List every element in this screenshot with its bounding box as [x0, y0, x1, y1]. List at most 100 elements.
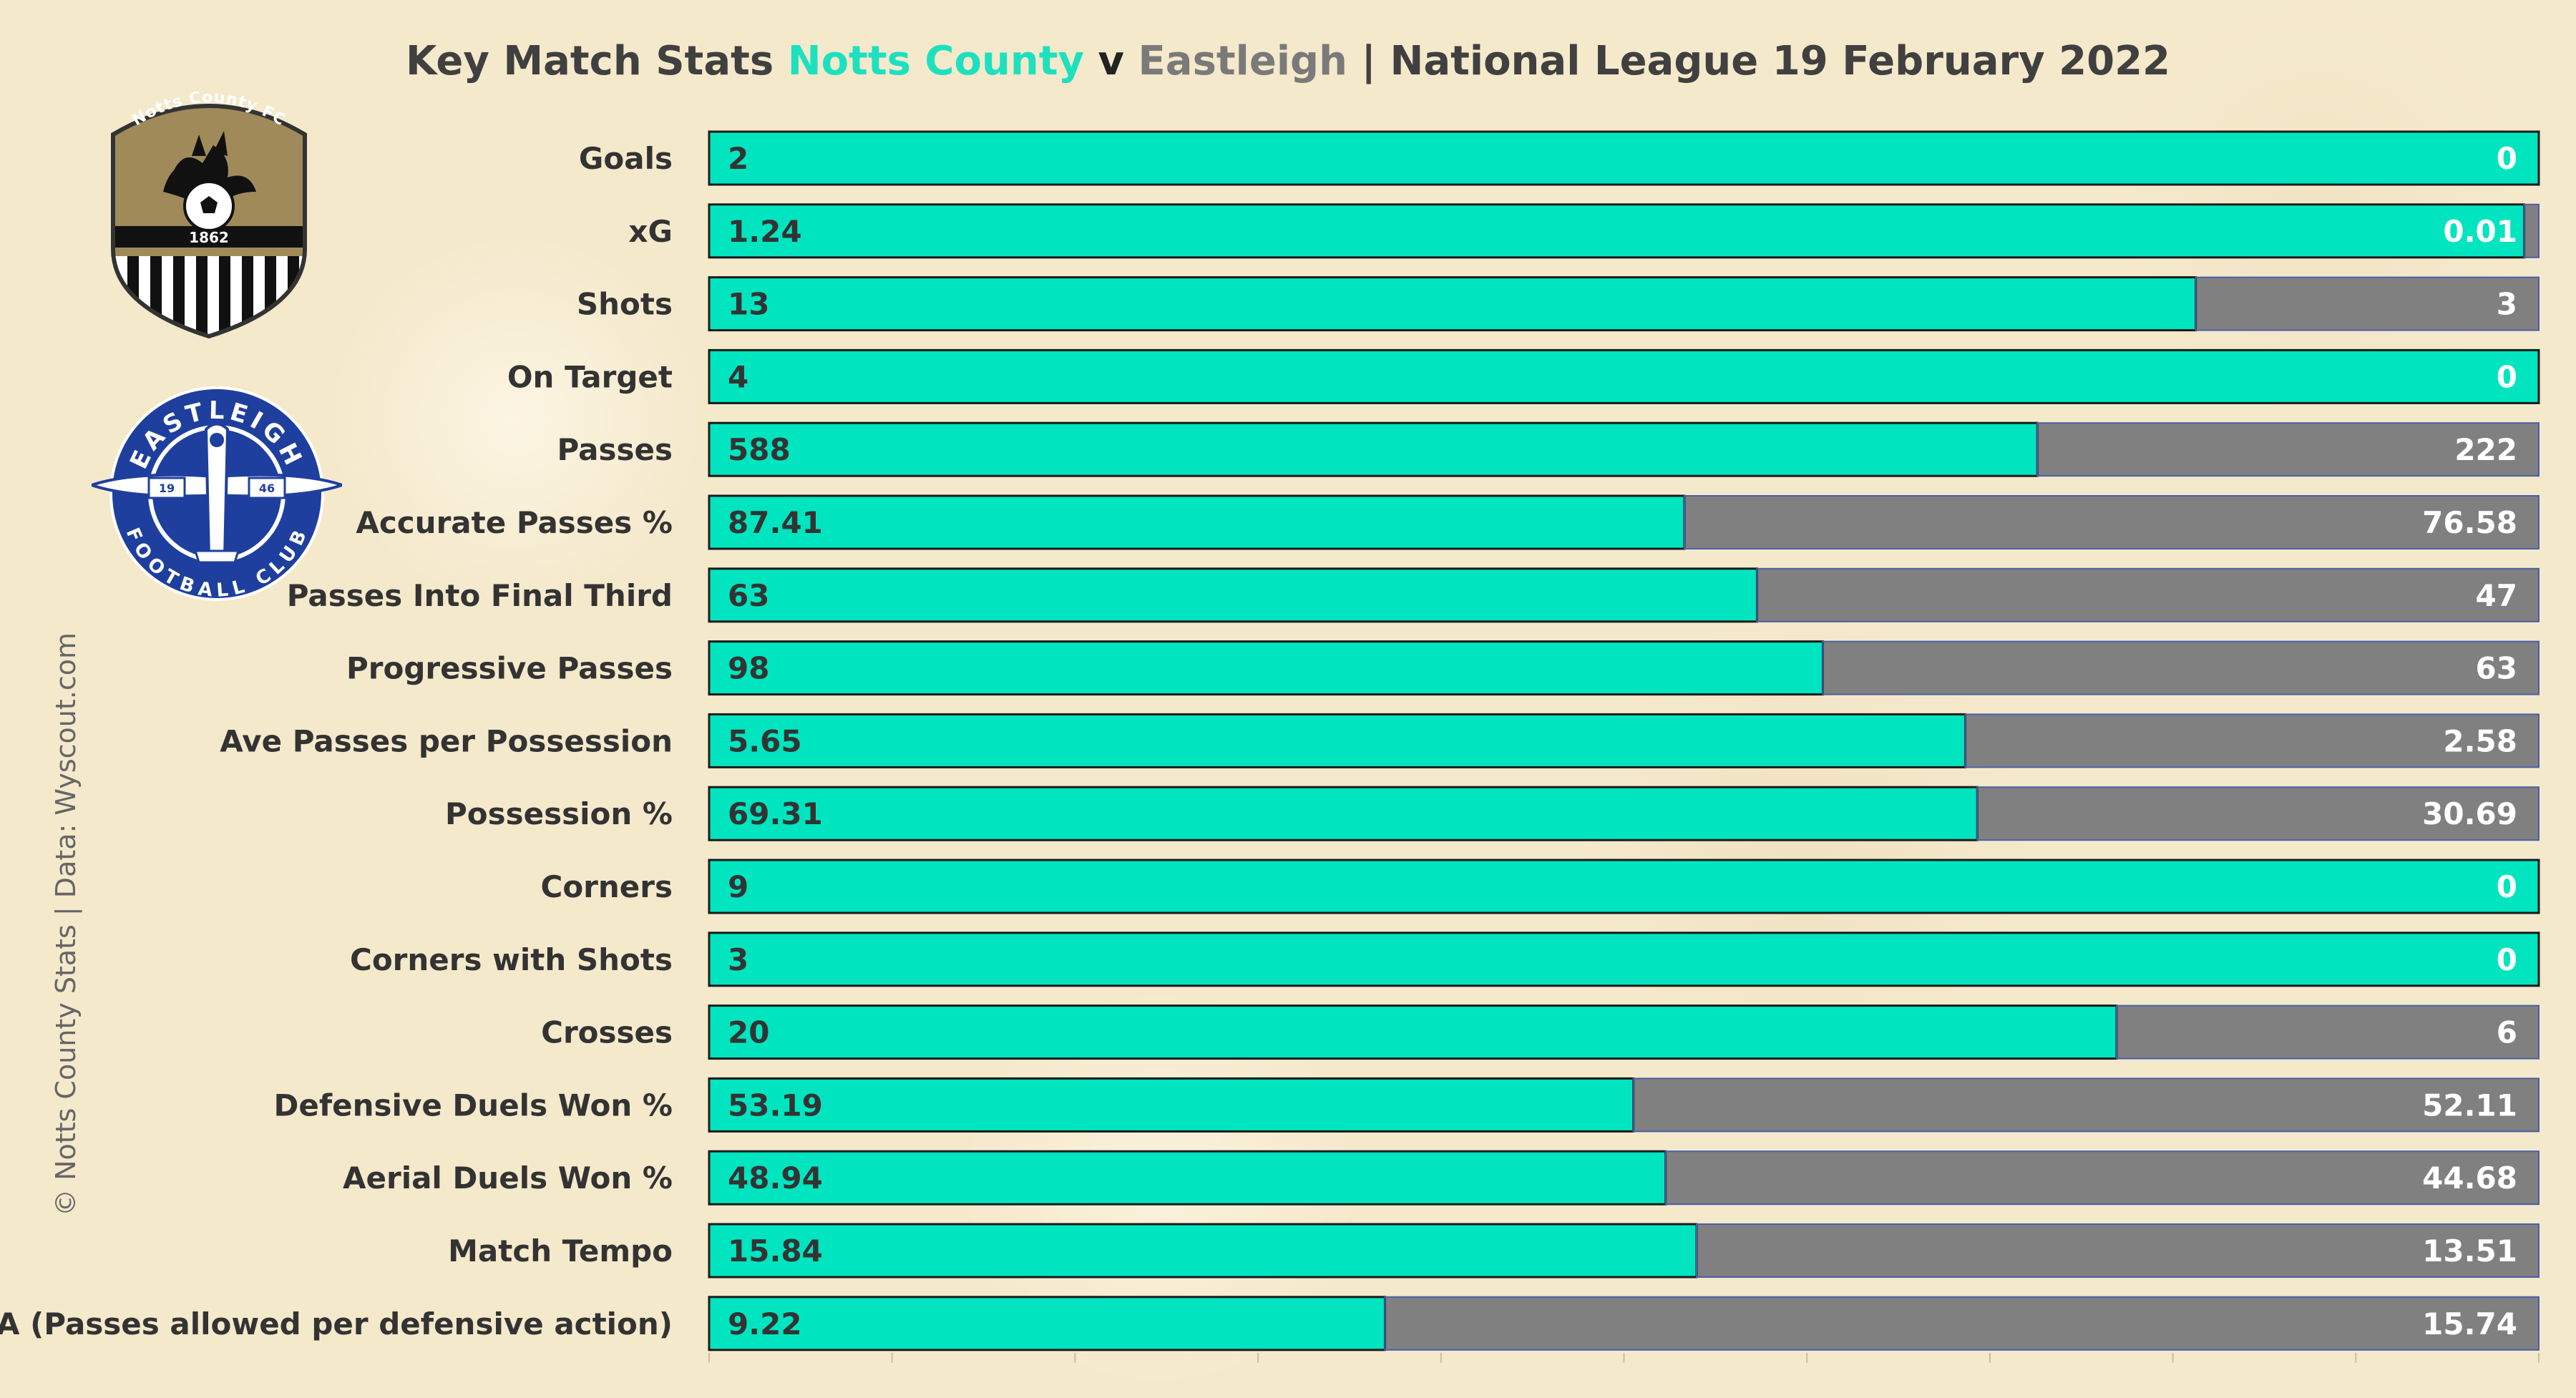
away-value-corners-with-shots: 0 — [2497, 942, 2517, 977]
category-label-crosses: Crosses — [541, 1015, 673, 1050]
bar-home-passes-into-final-third — [709, 568, 1757, 622]
home-value-passes: 588 — [728, 432, 791, 467]
bar-home-corners — [709, 860, 2539, 913]
bar-home-on-target — [709, 350, 2539, 404]
bar-away-crosses — [2116, 1005, 2539, 1059]
eastleigh-year-left: 19 — [159, 482, 175, 495]
bar-outline-corners — [708, 859, 2540, 914]
bar-away-ave-passes-per-possession — [1965, 714, 2539, 768]
category-label-on-target: On Target — [507, 359, 673, 394]
title-vs: v — [1098, 38, 1125, 84]
away-value-ave-passes-per-possession: 2.58 — [2443, 723, 2517, 758]
home-value-match-tempo: 15.84 — [728, 1233, 823, 1269]
category-label-corners: Corners — [541, 869, 673, 904]
home-value-ppda-passes-allowed-per-defensive-action: 9.22 — [728, 1306, 802, 1341]
bar-away-outline-xg — [2523, 203, 2540, 258]
title-suffix: | National League 19 February 2022 — [1361, 38, 2171, 84]
bar-away-possession — [1977, 787, 2539, 841]
bar-outline-corners-with-shots — [708, 932, 2540, 987]
bar-home-passes — [709, 423, 2038, 476]
away-value-match-tempo: 13.51 — [2422, 1233, 2517, 1269]
category-label-aerial-duels-won: Aerial Duels Won % — [343, 1160, 673, 1196]
eastleigh-year-right: 46 — [259, 482, 275, 495]
title-home-team: Notts County — [787, 38, 1085, 84]
home-value-goals: 2 — [728, 141, 748, 176]
bar-outline-on-target — [708, 348, 2540, 404]
bar-away-outline-aerial-duels-won — [1664, 1150, 2540, 1206]
bars — [708, 130, 2540, 1351]
home-value-corners: 9 — [728, 869, 748, 904]
category-label-defensive-duels-won: Defensive Duels Won % — [274, 1087, 673, 1123]
bar-away-defensive-duels-won — [1633, 1078, 2539, 1132]
home-value-defensive-duels-won: 53.19 — [728, 1087, 823, 1123]
notts-county-crest: Notts County FC 1862 — [111, 89, 307, 339]
away-value-passes-into-final-third: 47 — [2476, 578, 2517, 613]
bar-home-match-tempo — [709, 1224, 1697, 1277]
home-value-shots: 13 — [728, 287, 769, 322]
bar-away-outline-defensive-duels-won — [1632, 1077, 2540, 1133]
away-value-aerial-duels-won: 44.68 — [2422, 1160, 2517, 1196]
bar-away-aerial-duels-won — [1665, 1151, 2539, 1205]
category-label-passes-into-final-third: Passes Into Final Third — [287, 578, 673, 613]
bar-home-defensive-duels-won — [709, 1078, 1634, 1132]
bar-home-possession — [709, 787, 1978, 841]
home-value-corners-with-shots: 3 — [728, 942, 748, 977]
bar-away-outline-crosses — [2115, 1004, 2540, 1060]
away-value-corners: 0 — [2497, 869, 2517, 904]
notts-crest-year: 1862 — [189, 229, 229, 246]
bar-home-ave-passes-per-possession — [709, 714, 1966, 768]
bar-away-outline-passes-into-final-third — [1756, 567, 2540, 622]
category-label-match-tempo: Match Tempo — [448, 1233, 673, 1269]
home-value-on-target: 4 — [728, 359, 748, 394]
away-value-possession: 30.69 — [2422, 796, 2517, 831]
home-value-possession: 69.31 — [728, 796, 823, 831]
category-label-progressive-passes: Progressive Passes — [346, 651, 673, 686]
category-label-goals: Goals — [579, 141, 673, 176]
bar-home-aerial-duels-won — [709, 1151, 1666, 1205]
away-value-ppda-passes-allowed-per-defensive-action: 15.74 — [2422, 1306, 2517, 1341]
eastleigh-crest: EASTLEIGH FOOTBALL CLUB 19 46 — [92, 386, 342, 601]
bar-away-ppda-passes-allowed-per-defensive-action — [1385, 1296, 2539, 1350]
bar-away-progressive-passes — [1823, 641, 2539, 695]
bar-away-xg — [2524, 204, 2539, 258]
bar-home-shots — [709, 277, 2196, 331]
away-value-crosses: 6 — [2497, 1015, 2517, 1050]
bar-away-outline-accurate-passes — [1683, 495, 2540, 549]
away-value-passes: 222 — [2454, 432, 2517, 467]
category-label-accurate-passes: Accurate Passes % — [356, 505, 673, 540]
bar-away-shots — [2195, 277, 2539, 331]
category-label-ave-passes-per-possession: Ave Passes per Possession — [220, 723, 673, 758]
bar-home-corners-with-shots — [709, 932, 2539, 986]
away-value-goals: 0 — [2497, 141, 2517, 176]
category-label-shots: Shots — [577, 287, 673, 322]
bar-outline-goals — [708, 130, 2540, 186]
away-value-accurate-passes: 76.58 — [2422, 505, 2517, 540]
bar-away-match-tempo — [1696, 1224, 2539, 1277]
category-label-corners-with-shots: Corners with Shots — [350, 942, 673, 977]
bar-away-passes — [2037, 423, 2539, 476]
away-value-on-target: 0 — [2497, 359, 2517, 394]
bar-away-outline-shots — [2195, 276, 2540, 331]
chart-title: Key Match Stats Notts County v Eastleigh… — [0, 33, 2576, 90]
bar-away-outline-possession — [1976, 786, 2540, 841]
title-away-team: Eastleigh — [1138, 38, 1347, 84]
away-value-shots: 3 — [2497, 287, 2517, 322]
title-prefix: Key Match Stats — [405, 38, 774, 84]
category-label-possession: Possession % — [445, 796, 673, 831]
bar-away-accurate-passes — [1684, 496, 2539, 549]
bar-home-crosses — [709, 1005, 2117, 1059]
bar-away-outline-match-tempo — [1695, 1223, 2540, 1278]
away-value-progressive-passes: 63 — [2476, 651, 2517, 686]
bar-away-outline-progressive-passes — [1822, 640, 2540, 695]
category-label-xg: xG — [628, 214, 673, 249]
axis-ticks — [708, 1352, 2540, 1363]
home-value-crosses: 20 — [728, 1015, 769, 1050]
home-value-progressive-passes: 98 — [728, 651, 769, 686]
category-label-ppda-passes-allowed-per-defensive-action: PPDA (Passes allowed per defensive actio… — [0, 1306, 673, 1341]
category-label-passes: Passes — [557, 432, 673, 467]
home-value-passes-into-final-third: 63 — [728, 578, 769, 613]
away-value-defensive-duels-won: 52.11 — [2422, 1087, 2517, 1123]
bar-home-xg — [709, 204, 2524, 258]
home-value-accurate-passes: 87.41 — [728, 505, 823, 540]
